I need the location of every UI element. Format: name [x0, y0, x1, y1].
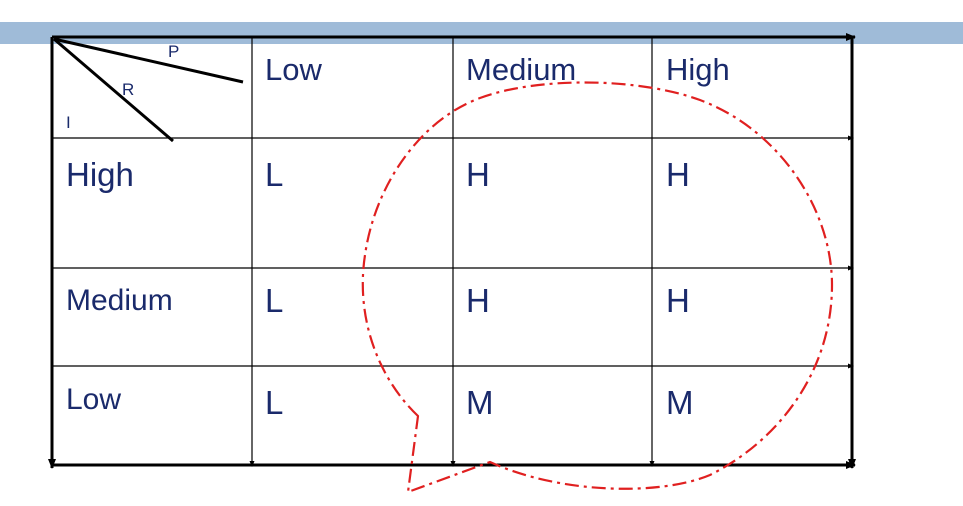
cell-medium-high: H: [666, 282, 690, 319]
grid-lines: [48, 33, 856, 469]
row-header-low: Low: [66, 383, 121, 416]
cell-high-medium: H: [466, 156, 490, 193]
cell-low-high: M: [666, 384, 694, 421]
cell-medium-medium: H: [466, 282, 490, 319]
column-header-medium: Medium: [466, 52, 576, 87]
row-header-medium: Medium: [66, 284, 173, 317]
corner-diagonal-r: [53, 37, 174, 143]
column-header-high: High: [666, 52, 730, 87]
column-header-low: Low: [265, 52, 322, 87]
corner-diagonal-p: [53, 37, 244, 84]
corner-label-r: R: [122, 80, 134, 99]
cell-high-low: L: [265, 156, 283, 193]
corner-label-p: P: [168, 42, 179, 61]
cell-low-low: L: [265, 384, 283, 421]
callout-bubble: [361, 81, 834, 494]
cell-high-high: H: [666, 156, 690, 193]
cell-low-medium: M: [466, 384, 494, 421]
cell-medium-low: L: [265, 282, 283, 319]
corner-cell: [53, 37, 244, 143]
corner-label-i: I: [66, 113, 71, 132]
row-header-high: High: [66, 156, 134, 193]
